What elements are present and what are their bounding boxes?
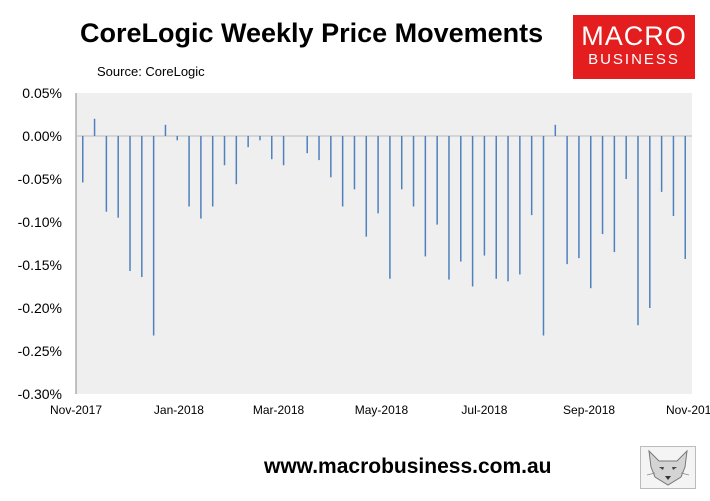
x-tick-label: Mar-2018 — [253, 403, 305, 417]
bar — [247, 136, 249, 148]
bar — [471, 136, 474, 287]
y-tick-label: -0.10% — [18, 214, 62, 230]
bar — [93, 118, 96, 136]
bar — [424, 136, 427, 257]
footer-url: www.macrobusiness.com.au — [264, 455, 552, 478]
bar — [637, 136, 639, 326]
bar — [259, 136, 261, 141]
bar — [542, 136, 545, 336]
bar — [176, 136, 179, 141]
bar — [341, 136, 344, 207]
bar — [282, 136, 285, 166]
bar — [188, 136, 190, 207]
bar — [235, 136, 238, 185]
bar — [436, 136, 438, 225]
bar — [483, 136, 486, 256]
bar-chart: 0.05% 0.00% -0.05% -0.10% -0.15% -0.20% -0.25%… — [18, 85, 710, 417]
bar — [660, 136, 663, 192]
x-tick-label: Jan-2018 — [154, 403, 204, 417]
bar — [141, 136, 143, 278]
bar — [117, 136, 119, 218]
bar — [152, 136, 155, 336]
bar — [625, 136, 627, 179]
bar — [271, 136, 273, 160]
bar — [495, 136, 497, 279]
y-tick-label: -0.05% — [18, 171, 62, 187]
bar — [400, 136, 403, 190]
bar — [554, 124, 557, 136]
y-tick-label: -0.30% — [18, 386, 62, 402]
bar — [530, 136, 533, 216]
bar — [601, 136, 604, 235]
logo-line1: MACRO — [581, 21, 687, 51]
y-tick-label: 0.05% — [22, 85, 62, 101]
bar — [105, 136, 108, 212]
bar — [389, 136, 391, 279]
y-tick-label: -0.25% — [18, 343, 62, 359]
bar — [377, 136, 379, 214]
bar — [129, 136, 131, 272]
chart-source: Source: CoreLogic — [97, 64, 205, 79]
y-tick-label: -0.20% — [18, 300, 62, 316]
bar — [684, 136, 686, 259]
bar — [578, 136, 580, 259]
macro-business-logo: MACRO BUSINESS — [573, 15, 695, 79]
wolf-logo-icon — [640, 446, 696, 489]
bar — [318, 136, 320, 161]
plot-area — [76, 93, 692, 394]
x-tick-label: Nov-2018 — [666, 403, 710, 417]
bar — [649, 136, 651, 308]
bar — [82, 136, 84, 183]
y-tick-label: 0.00% — [22, 128, 62, 144]
bar — [519, 136, 521, 275]
bar — [589, 136, 592, 289]
bar — [460, 136, 462, 262]
bar — [448, 136, 450, 280]
y-tick-label: -0.15% — [18, 257, 62, 273]
x-tick-label: Sep-2018 — [563, 403, 615, 417]
bar — [211, 136, 214, 207]
bar — [353, 136, 356, 190]
bar — [507, 136, 509, 282]
x-tick-label: Jul-2018 — [461, 403, 507, 417]
bar — [306, 136, 308, 154]
bar — [330, 136, 332, 178]
bar — [412, 136, 415, 207]
bar — [365, 136, 368, 237]
bar — [672, 136, 675, 216]
bar — [613, 136, 616, 253]
x-tick-label: Nov-2017 — [50, 403, 102, 417]
bar — [223, 136, 226, 166]
logo-line2: BUSINESS — [588, 51, 680, 68]
x-tick-label: May-2018 — [355, 403, 409, 417]
bar — [164, 124, 167, 136]
bar — [566, 136, 568, 265]
chart-title: CoreLogic Weekly Price Movements — [80, 18, 544, 48]
bar — [200, 136, 202, 219]
